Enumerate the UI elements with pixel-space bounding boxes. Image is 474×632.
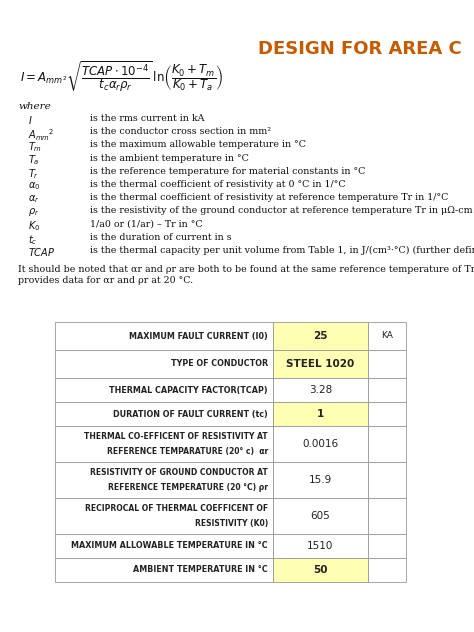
Text: $TCAP$: $TCAP$	[28, 246, 55, 258]
Text: 0.0016: 0.0016	[302, 439, 338, 449]
Text: $\rho_r$: $\rho_r$	[28, 207, 39, 219]
Bar	[55, 462, 273, 498]
Text: $\alpha_0$: $\alpha_0$	[28, 180, 40, 191]
Text: 1510: 1510	[307, 541, 334, 551]
Text: 1: 1	[317, 409, 324, 419]
Text: $T_m$: $T_m$	[28, 140, 42, 154]
Text: MAXIMUM FAULT CURRENT (I0): MAXIMUM FAULT CURRENT (I0)	[129, 332, 268, 341]
Text: is the thermal capacity per unit volume from Table 1, in J/(cm³·°C) (further def: is the thermal capacity per unit volume …	[90, 246, 474, 255]
Text: KA: KA	[381, 332, 393, 341]
Bar	[273, 322, 368, 350]
Bar	[368, 350, 406, 378]
Text: is the thermal coefficient of resistivity at reference temperature Tr in 1/°C: is the thermal coefficient of resistivit…	[90, 193, 448, 202]
Bar	[55, 534, 273, 558]
Text: AMBIENT TEMPERATURE IN °C: AMBIENT TEMPERATURE IN °C	[133, 566, 268, 574]
Text: $A_{mm}{}^2$: $A_{mm}{}^2$	[28, 127, 55, 143]
Bar	[55, 350, 273, 378]
Text: THERMAL CO-EFFICENT OF RESISTIVITY AT: THERMAL CO-EFFICENT OF RESISTIVITY AT	[84, 432, 268, 442]
Bar	[273, 498, 368, 534]
Text: $\alpha_r$: $\alpha_r$	[28, 193, 39, 205]
Bar	[368, 498, 406, 534]
Text: REFERENCE TEMPERATURE (20 °C) ρr: REFERENCE TEMPERATURE (20 °C) ρr	[108, 483, 268, 492]
Text: STEEL 1020: STEEL 1020	[286, 359, 355, 369]
Text: $T_r$: $T_r$	[28, 167, 39, 181]
Bar	[273, 534, 368, 558]
Bar	[368, 322, 406, 350]
Text: DESIGN FOR AREA C: DESIGN FOR AREA C	[258, 40, 462, 58]
Text: It should be noted that αr and ρr are both to be found at the same reference tem: It should be noted that αr and ρr are bo…	[18, 265, 474, 274]
Text: 15.9: 15.9	[309, 475, 332, 485]
Text: TYPE OF CONDUCTOR: TYPE OF CONDUCTOR	[171, 360, 268, 368]
Bar	[55, 498, 273, 534]
Text: $I$: $I$	[28, 114, 33, 126]
Text: REFERENCE TEMPARATURE (20° c)  αr: REFERENCE TEMPARATURE (20° c) αr	[107, 447, 268, 456]
Text: RESISTIVITY (K0): RESISTIVITY (K0)	[195, 519, 268, 528]
Text: is the rms current in kA: is the rms current in kA	[90, 114, 204, 123]
Bar	[273, 402, 368, 426]
Bar	[273, 558, 368, 582]
Text: 1/a0 or (1/ar) – Tr in °C: 1/a0 or (1/ar) – Tr in °C	[90, 219, 202, 229]
Bar	[368, 378, 406, 402]
Text: RECIPROCAL OF THERMAL COEFFICENT OF: RECIPROCAL OF THERMAL COEFFICENT OF	[85, 504, 268, 513]
Bar	[55, 426, 273, 462]
Text: 3.28: 3.28	[309, 385, 332, 395]
Text: where: where	[18, 102, 51, 111]
Text: 25: 25	[313, 331, 328, 341]
Bar	[55, 322, 273, 350]
Text: is the ambient temperature in °C: is the ambient temperature in °C	[90, 154, 249, 162]
Bar	[273, 350, 368, 378]
Text: provides data for αr and ρr at 20 °C.: provides data for αr and ρr at 20 °C.	[18, 276, 193, 285]
Bar	[368, 558, 406, 582]
Text: 605: 605	[310, 511, 330, 521]
Text: is the resistivity of the ground conductor at reference temperature Tr in μΩ-cm: is the resistivity of the ground conduct…	[90, 207, 473, 216]
Bar	[55, 558, 273, 582]
Text: is the duration of current in s: is the duration of current in s	[90, 233, 232, 242]
Text: THERMAL CAPACITY FACTOR(TCAP): THERMAL CAPACITY FACTOR(TCAP)	[109, 386, 268, 394]
Text: is the conductor cross section in mm²: is the conductor cross section in mm²	[90, 127, 271, 137]
Bar	[368, 402, 406, 426]
Text: RESISTIVITY OF GROUND CONDUCTOR AT: RESISTIVITY OF GROUND CONDUCTOR AT	[90, 468, 268, 478]
Text: is the reference temperature for material constants in °C: is the reference temperature for materia…	[90, 167, 365, 176]
Bar	[55, 402, 273, 426]
Bar	[368, 426, 406, 462]
Bar	[273, 426, 368, 462]
Bar	[273, 378, 368, 402]
Bar	[273, 462, 368, 498]
Bar	[368, 462, 406, 498]
Text: DURATION OF FAULT CURRENT (tc): DURATION OF FAULT CURRENT (tc)	[113, 410, 268, 418]
Text: 50: 50	[313, 565, 328, 575]
Text: is the maximum allowable temperature in °C: is the maximum allowable temperature in …	[90, 140, 306, 149]
Text: MAXIMUM ALLOWABLE TEMPERATURE IN °C: MAXIMUM ALLOWABLE TEMPERATURE IN °C	[72, 542, 268, 550]
Text: is the thermal coefficient of resistivity at 0 °C in 1/°C: is the thermal coefficient of resistivit…	[90, 180, 346, 189]
Text: $K_0$: $K_0$	[28, 219, 40, 233]
Text: $T_a$: $T_a$	[28, 154, 40, 167]
Text: $t_c$: $t_c$	[28, 233, 37, 246]
Text: $I = A_{mm^2}\sqrt{\dfrac{TCAP \cdot 10^{-4}}{t_c\alpha_r\rho_r}}\,\ln\!\left(\d: $I = A_{mm^2}\sqrt{\dfrac{TCAP \cdot 10^…	[20, 60, 224, 94]
Bar	[55, 378, 273, 402]
Bar	[368, 534, 406, 558]
